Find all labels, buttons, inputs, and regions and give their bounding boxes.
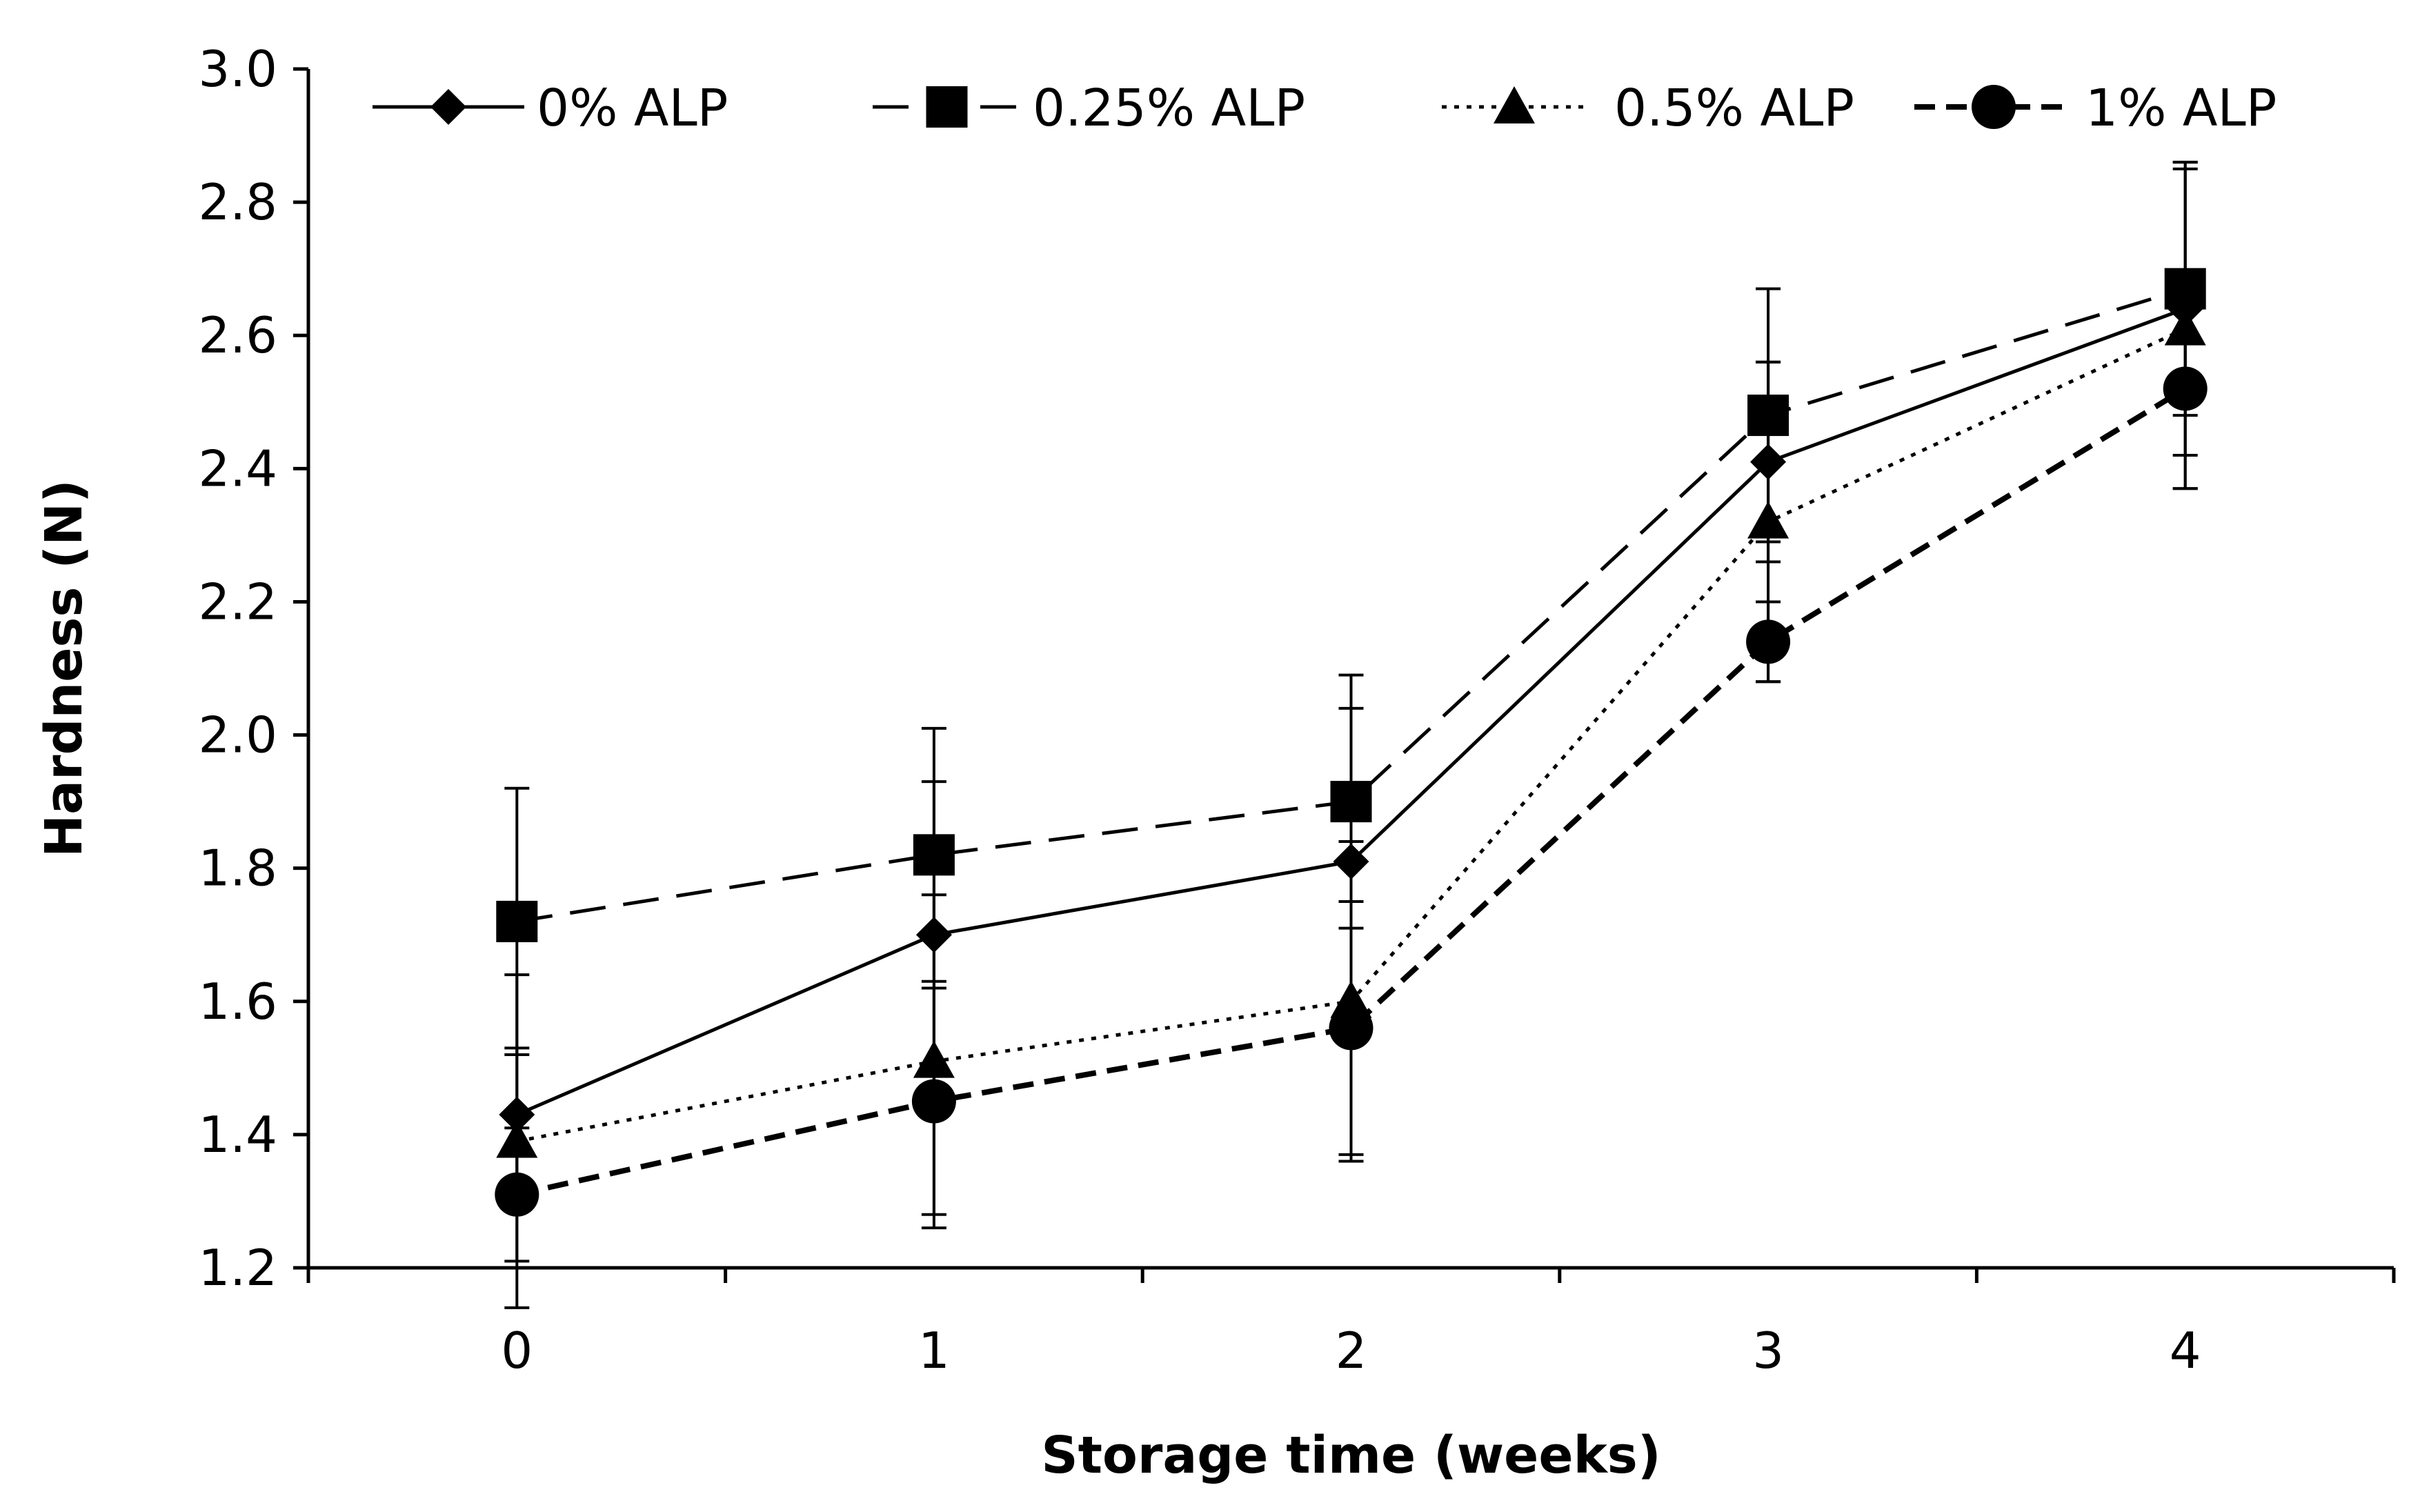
y-axis-title: Hardness (N) bbox=[34, 479, 94, 857]
x-tick-label: 2 bbox=[1336, 1322, 1367, 1380]
x-tick-label: 0 bbox=[501, 1322, 533, 1380]
y-tick-label: 2.4 bbox=[198, 439, 277, 497]
legend-label: 0% ALP bbox=[537, 79, 728, 138]
y-tick-label: 2.2 bbox=[198, 573, 277, 630]
y-tick-label: 2.6 bbox=[198, 306, 277, 364]
y-tick-label: 3.0 bbox=[198, 40, 277, 98]
y-tick-label: 1.2 bbox=[198, 1239, 277, 1297]
data-point bbox=[496, 900, 538, 942]
x-tick-label: 1 bbox=[918, 1322, 950, 1380]
data-point bbox=[913, 834, 955, 876]
legend-label: 0.5% ALP bbox=[1614, 79, 1854, 138]
data-point bbox=[1330, 781, 1372, 823]
series-4 bbox=[495, 287, 2208, 1263]
legend-marker bbox=[926, 86, 968, 128]
series-layer bbox=[495, 161, 2208, 1309]
legend-label: 1% ALP bbox=[2085, 79, 2277, 138]
data-point bbox=[1746, 619, 1791, 664]
data-point bbox=[1329, 1006, 1373, 1051]
legend-marker bbox=[1494, 86, 1535, 123]
y-tick-label: 1.6 bbox=[198, 973, 277, 1031]
x-tick-label: 3 bbox=[1752, 1322, 1784, 1380]
legend-item-4: 1% ALP bbox=[1914, 79, 2277, 138]
y-tick-label: 1.4 bbox=[198, 1106, 277, 1164]
data-point bbox=[2163, 366, 2208, 411]
y-tick-label: 2.8 bbox=[198, 173, 277, 231]
data-point bbox=[1747, 501, 1789, 539]
y-tick-label: 1.8 bbox=[198, 839, 277, 897]
y-tick-label: 2.0 bbox=[198, 706, 277, 764]
legend-label: 0.25% ALP bbox=[1033, 79, 1305, 138]
data-point bbox=[911, 1079, 956, 1124]
x-axis-title: Storage time (weeks) bbox=[1041, 1426, 1660, 1485]
legend-marker bbox=[1972, 85, 2016, 129]
legend-item-2: 0.25% ALP bbox=[873, 79, 1305, 138]
data-point bbox=[495, 1172, 539, 1217]
legend-marker bbox=[430, 89, 466, 125]
legend: 0% ALP 0.25% ALP 0.5% ALP 1% ALP bbox=[373, 79, 2277, 138]
legend-item-3: 0.5% ALP bbox=[1442, 79, 1854, 138]
x-tick-label: 4 bbox=[2170, 1322, 2201, 1380]
legend-item-1: 0% ALP bbox=[373, 79, 728, 138]
axes-layer: 1.2 1.4 1.6 1.8 2.0 2.2 2.4 2.6 2.8 3.0 0 1 2 3 4 Stora… bbox=[34, 40, 2396, 1485]
